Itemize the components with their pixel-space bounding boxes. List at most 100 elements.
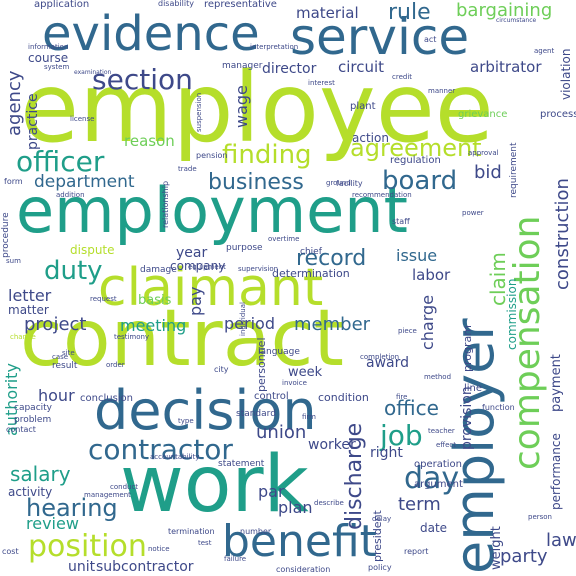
word-letter: letter <box>8 286 52 305</box>
word-contractor: contractor <box>88 433 233 466</box>
word-standard: standard <box>236 409 276 419</box>
word-construction: construction <box>552 178 573 290</box>
word-office: office <box>384 396 439 420</box>
word-regulation: regulation <box>390 155 441 166</box>
word-policy: policy <box>368 563 392 572</box>
word-material: material <box>296 4 359 22</box>
word-decision: decision <box>94 379 317 442</box>
word-record: record <box>296 246 367 271</box>
word-examination: examination <box>74 69 112 76</box>
word-result: result <box>52 361 78 371</box>
word-pension: pension <box>196 151 228 160</box>
word-worker: worker <box>308 437 356 453</box>
word-describe: describe <box>314 499 344 507</box>
word-addition: addition <box>56 191 85 199</box>
word-term: term <box>398 494 441 515</box>
word-report: report <box>404 547 429 556</box>
word-work: work <box>120 440 309 530</box>
word-bargaining: bargaining <box>456 0 553 21</box>
word-consideration: consideration <box>276 565 331 574</box>
word-issue: issue <box>396 246 438 265</box>
word-position: position <box>28 529 147 564</box>
word-weight: weight <box>489 526 504 570</box>
word-department: department <box>34 172 135 192</box>
word-problem: problem <box>14 415 52 425</box>
word-operation: operation <box>414 459 463 470</box>
word-arbitrator: arbitrator <box>470 58 542 76</box>
word-practice: practice <box>25 93 41 150</box>
word-section: section <box>92 63 193 96</box>
word-circuit: circuit <box>338 58 385 76</box>
word-reason: reason <box>124 132 175 150</box>
word-form: form <box>4 177 23 186</box>
word-meeting: meeting <box>120 316 187 335</box>
word-director: director <box>262 61 317 77</box>
word-notice: notice <box>148 545 170 553</box>
word-contract: contract <box>20 294 344 384</box>
word-cost: cost <box>2 547 19 556</box>
word-dispute: dispute <box>70 243 115 257</box>
word-capacity: capacity <box>14 403 52 413</box>
word-overtime: overtime <box>268 235 300 243</box>
word-trade: trade <box>178 165 197 173</box>
word-number: number <box>240 527 272 536</box>
word-representative: representative <box>204 0 277 10</box>
word-union: union <box>256 422 307 443</box>
word-grievance: grievance <box>458 109 508 120</box>
word-case: case <box>52 353 69 361</box>
word-person: person <box>528 513 552 521</box>
word-firm: firm <box>302 413 316 421</box>
word-program: program <box>461 325 474 372</box>
word-credit: credit <box>392 73 413 81</box>
word-management: management <box>84 491 131 499</box>
word-period: period <box>224 314 275 333</box>
word-function: function <box>482 403 515 412</box>
word-year: year <box>176 245 208 261</box>
word-member: member <box>294 314 371 335</box>
word-request: request <box>90 295 117 303</box>
word-project: project <box>24 314 87 335</box>
word-award: award <box>366 355 410 371</box>
word-basis: basis <box>138 293 172 308</box>
word-sum: sum <box>6 257 21 265</box>
word-agent: agent <box>534 47 555 55</box>
word-job: job <box>380 419 423 452</box>
word-power: power <box>462 209 484 217</box>
word-board: board <box>382 166 458 196</box>
word-line: line <box>464 383 483 394</box>
word-violation: violation <box>559 48 573 100</box>
word-week: week <box>288 365 323 380</box>
word-disability: disability <box>158 0 194 8</box>
word-method: method <box>424 373 452 381</box>
word-company: company <box>170 259 226 273</box>
word-requirement: requirement <box>509 142 519 198</box>
word-benefit: benefit <box>222 516 377 567</box>
word-staff: staff <box>392 217 410 226</box>
word-change: change <box>10 333 36 341</box>
word-plan: plan <box>278 498 313 517</box>
word-supervision: supervision <box>238 265 279 273</box>
word-license: license <box>70 115 95 123</box>
word-charge: charge <box>418 294 437 350</box>
word-test: test <box>198 539 212 547</box>
word-equipment: equipment <box>188 263 226 271</box>
word-employment: employment <box>16 174 408 247</box>
word-activity: activity <box>8 485 53 499</box>
word-city: city <box>214 365 229 374</box>
word-par: par <box>258 482 285 501</box>
word-employee: employee <box>20 52 494 164</box>
word-invoice: invoice <box>282 379 307 387</box>
word-system: system <box>44 63 70 71</box>
word-delay: delay <box>372 515 392 523</box>
word-site: site <box>62 349 75 357</box>
word-agency: agency <box>4 70 25 137</box>
word-testimony: testimony <box>114 333 150 341</box>
word-completion: completion <box>360 353 400 361</box>
word-facility: facility <box>336 179 363 188</box>
word-order: order <box>106 361 125 369</box>
word-right: right <box>370 445 403 461</box>
word-procedure: procedure <box>1 212 11 258</box>
word-evidence: evidence <box>42 6 260 62</box>
word-failure: failure <box>224 555 247 563</box>
